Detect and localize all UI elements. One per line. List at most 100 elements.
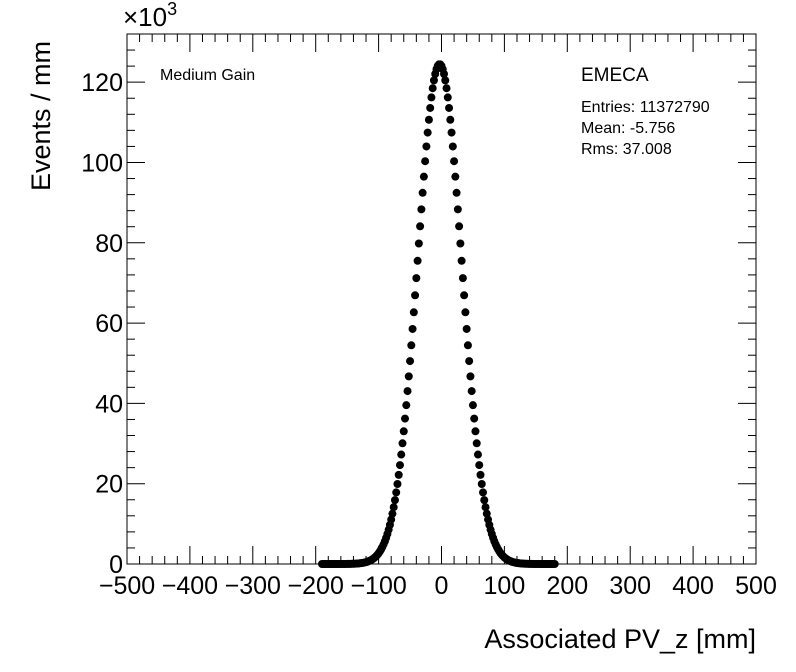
y-tick-label: 40: [95, 390, 123, 418]
y-tick-label: 0: [109, 551, 123, 579]
data-point: [426, 103, 435, 112]
x-axis-ticks: −500 −400 −300 −200 −100 0 100 200 300 400 500: [99, 34, 777, 600]
data-point: [407, 341, 416, 350]
data-point: [402, 401, 411, 410]
data-point: [480, 496, 489, 505]
data-point: [447, 128, 456, 137]
data-point: [411, 291, 420, 300]
y-tick-label: 100: [81, 149, 123, 177]
data-point: [409, 308, 418, 317]
gain-label: Medium Gain: [160, 67, 255, 84]
data-point: [479, 488, 488, 497]
region-label: EMECA: [581, 65, 649, 86]
data-point: [418, 188, 427, 197]
data-point: [458, 274, 467, 283]
x-tick-label: 500: [735, 572, 777, 600]
data-point: [476, 470, 485, 479]
data-point: [470, 414, 479, 423]
y-axis-label: Events / mm: [26, 41, 56, 191]
x-tick-label: 100: [484, 572, 526, 600]
data-point: [393, 479, 402, 488]
data-point: [403, 387, 412, 396]
y-tick-label: 80: [95, 230, 123, 258]
y-tick-label: 20: [95, 471, 123, 499]
data-point: [412, 274, 421, 283]
stats-mean: Mean: -5.756: [581, 120, 675, 137]
data-point: [389, 503, 398, 512]
data-point: [445, 103, 454, 112]
data-point: [453, 205, 462, 214]
x-tick-label: −400: [162, 572, 218, 600]
data-point: [394, 470, 403, 479]
data-point: [413, 256, 422, 265]
x-tick-label: −100: [350, 572, 406, 600]
data-point: [443, 93, 452, 102]
data-points: [317, 60, 559, 568]
x-tick-label: 200: [546, 572, 588, 600]
data-point: [465, 357, 474, 366]
y-axis-ticks: 0 20 40 60 80 100 120: [81, 69, 756, 579]
data-point: [422, 142, 431, 151]
data-point: [406, 357, 415, 366]
data-point: [417, 205, 426, 214]
data-point: [477, 479, 486, 488]
data-point: [419, 172, 428, 181]
data-point: [481, 503, 490, 512]
data-point: [462, 324, 471, 333]
data-point: [456, 239, 465, 248]
data-point: [423, 128, 432, 137]
data-point: [404, 372, 413, 381]
data-point: [471, 427, 480, 436]
x-axis-label: Associated PV_z [mm]: [484, 624, 756, 654]
data-point: [463, 341, 472, 350]
data-point: [414, 239, 423, 248]
data-point: [452, 188, 461, 197]
data-point: [392, 488, 401, 497]
data-point: [461, 308, 470, 317]
data-point: [416, 222, 425, 231]
data-point: [408, 324, 417, 333]
data-point: [421, 157, 430, 166]
x-tick-label: −200: [288, 572, 344, 600]
stats-entries: Entries: 11372790: [581, 99, 710, 116]
data-point: [424, 115, 433, 124]
data-point: [429, 76, 438, 85]
y-minor-ticks: [127, 33, 756, 549]
data-point: [401, 414, 410, 423]
stats-rms: Rms: 37.008: [581, 141, 672, 158]
y-tick-label: 120: [81, 69, 123, 97]
data-point: [388, 509, 397, 518]
x-tick-label: 300: [609, 572, 651, 600]
data-point: [473, 450, 482, 459]
data-point: [442, 84, 451, 93]
data-point: [390, 496, 399, 505]
data-point: [440, 70, 449, 79]
x-tick-label: 0: [435, 572, 449, 600]
data-point: [466, 372, 475, 381]
data-point: [550, 559, 559, 568]
data-point: [472, 439, 481, 448]
data-point: [475, 461, 484, 470]
data-point: [397, 450, 406, 459]
data-point: [467, 387, 476, 396]
x-tick-label: 400: [672, 572, 714, 600]
data-point: [455, 222, 464, 231]
y-multiplier: ×103: [123, 0, 177, 32]
data-point: [395, 461, 404, 470]
data-point: [398, 439, 407, 448]
data-point: [460, 291, 469, 300]
data-point: [446, 115, 455, 124]
data-point: [450, 157, 459, 166]
data-point: [428, 84, 437, 93]
data-point: [427, 93, 436, 102]
data-point: [441, 76, 450, 85]
y-tick-label: 60: [95, 310, 123, 338]
data-point: [468, 401, 477, 410]
data-point: [451, 172, 460, 181]
data-point: [448, 142, 457, 151]
data-point: [399, 427, 408, 436]
x-tick-label: −300: [225, 572, 281, 600]
data-point: [457, 256, 466, 265]
x-tick-label: −500: [99, 572, 155, 600]
